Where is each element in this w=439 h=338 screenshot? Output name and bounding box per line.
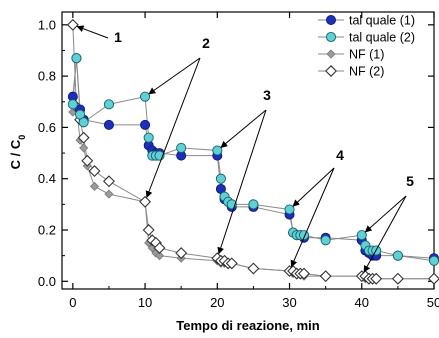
y-tick-label: 0.8 [38, 69, 56, 84]
annotation-arrow [220, 109, 267, 148]
data-point [102, 175, 115, 188]
data-point [428, 255, 439, 266]
annotation-arrow [76, 25, 109, 39]
series-line [72, 24, 434, 280]
data-point [370, 272, 383, 285]
annotation-label: 3 [263, 87, 271, 103]
series-line [72, 58, 435, 262]
data-point [71, 53, 82, 64]
y-axis-title-sub: 0 [17, 135, 27, 140]
series-lines [72, 24, 435, 280]
y-axis-title-main: C / C [8, 139, 23, 169]
x-tick-label: 50 [427, 295, 439, 310]
data-point [428, 272, 439, 285]
data-point [78, 117, 89, 128]
y-tick-label: 0.2 [38, 223, 56, 238]
annotation-label: 4 [336, 147, 344, 163]
plot-frame [61, 11, 435, 290]
legend-marker [325, 65, 337, 77]
data-point [212, 145, 223, 156]
legend-label: NF (2) [349, 65, 384, 79]
legend: tal quale (1) tal quale (2) NF (1) NF (2) [318, 14, 415, 79]
legend-label: NF (1) [349, 48, 384, 62]
data-point [356, 230, 367, 241]
data-point [104, 189, 114, 199]
data-point [140, 91, 151, 102]
annotation-arrow [145, 57, 201, 199]
data-point [88, 165, 101, 177]
x-axis-title: Tempo di reazione, min [176, 318, 320, 333]
data-point [140, 119, 151, 130]
data-point [79, 143, 89, 153]
y-tick-label: 0.0 [38, 274, 56, 289]
x-tick-label: 20 [210, 295, 224, 310]
axis-ticks: 0 10 20 30 40 50 0.0 0.2 0.4 0.6 0.8 1.0 [38, 12, 439, 310]
x-tick-label: 40 [355, 295, 369, 310]
data-point [284, 204, 295, 215]
annotation-arrow [290, 167, 335, 268]
legend-marker [326, 49, 336, 59]
data-point [103, 99, 115, 110]
data-point [391, 272, 404, 285]
annotation-arrow [363, 195, 407, 273]
x-tick-label: 0 [69, 295, 76, 310]
y-axis-title: C / C0 [8, 135, 27, 170]
data-point [247, 262, 260, 275]
annotation-label: 1 [114, 29, 122, 45]
data-point [77, 131, 90, 144]
annotation-label: 5 [406, 173, 414, 189]
data-point [103, 119, 114, 130]
data-point [89, 181, 100, 191]
annotation-label: 2 [202, 35, 210, 51]
data-point [298, 267, 310, 280]
data-point [175, 247, 188, 260]
annotation-arrow [217, 109, 267, 255]
series-line [72, 58, 435, 259]
svg-text:C / C0: C / C0 [8, 135, 27, 170]
data-point [143, 132, 154, 143]
data-point [225, 257, 238, 270]
data-point [319, 270, 332, 283]
series-points [66, 18, 439, 285]
data-point [139, 195, 152, 208]
data-point [66, 18, 79, 31]
data-point [392, 250, 403, 261]
y-tick-label: 0.4 [38, 171, 56, 186]
annotation-arrow [364, 195, 407, 233]
x-tick-label: 10 [138, 295, 152, 310]
data-point [320, 235, 331, 246]
data-point [81, 154, 94, 167]
annotations: 1 2 3 4 5 [76, 25, 414, 273]
legend-label: tal quale (1) [349, 14, 415, 28]
legend-label: tal quale (2) [349, 31, 415, 45]
x-tick-label: 30 [282, 295, 296, 310]
y-tick-label: 1.0 [38, 17, 56, 32]
legend-marker [325, 14, 336, 25]
data-point [67, 99, 78, 110]
data-point [154, 251, 165, 261]
legend-marker [325, 31, 337, 43]
data-point [176, 142, 187, 153]
annotation-arrow [292, 167, 335, 207]
data-point [153, 241, 166, 254]
data-point [248, 199, 259, 210]
data-point [142, 224, 155, 236]
annotation-arrow [148, 57, 201, 95]
y-tick-label: 0.6 [38, 120, 56, 135]
data-point [215, 173, 226, 184]
